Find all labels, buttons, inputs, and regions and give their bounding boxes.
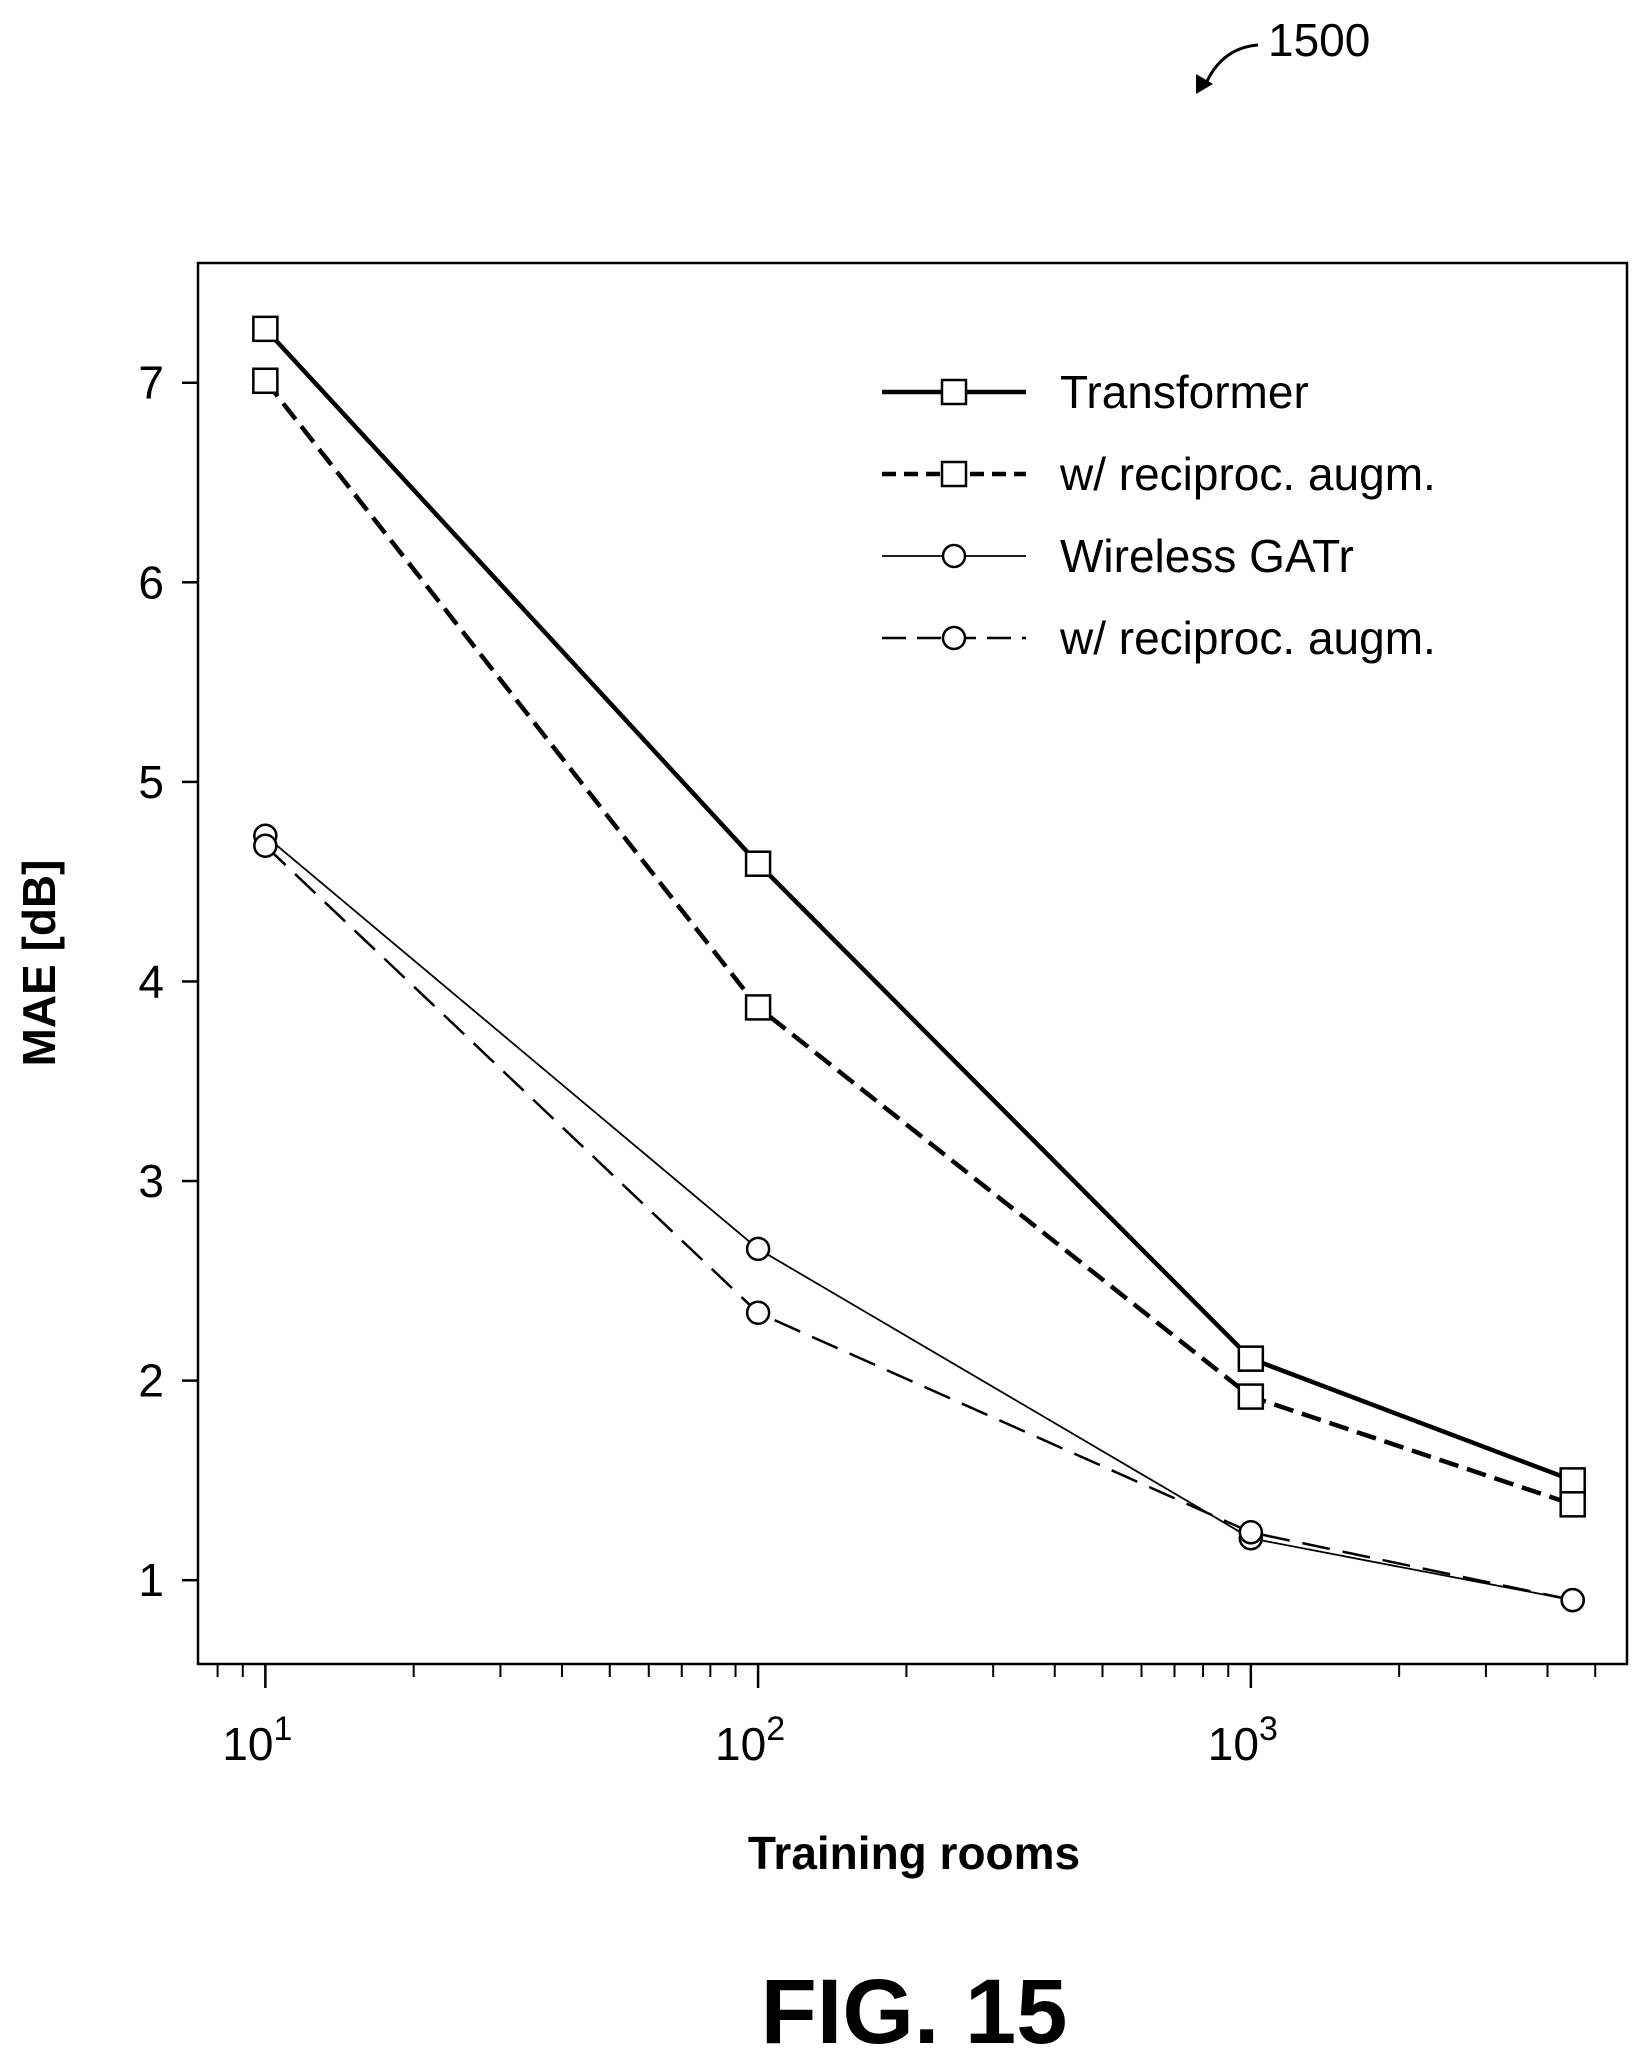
y-tick-label: 6 <box>138 556 164 608</box>
series-1 <box>252 315 1586 1494</box>
series-line <box>263 379 1574 1507</box>
reference-numeral-label: 1500 <box>1268 14 1370 66</box>
x-tick-label: 102 <box>715 1710 785 1770</box>
y-tick-label: 3 <box>138 1155 164 1207</box>
x-tick-label: 103 <box>1208 1710 1278 1770</box>
legend-label: Transformer <box>1060 366 1309 418</box>
data-point-square <box>744 850 772 877</box>
data-point-square <box>252 315 279 343</box>
x-tick-label: 101 <box>222 1710 292 1770</box>
legend: Transformer w/ reciproc. augm. Wireless GA… <box>882 366 1436 664</box>
legend-item: w/ reciproc. augm. <box>882 612 1436 664</box>
y-tick-label: 7 <box>138 357 164 409</box>
data-point-square <box>744 994 772 1021</box>
reference-arrow <box>1202 43 1259 89</box>
reference-arrowhead <box>1196 74 1213 94</box>
reference-numeral: 1500 <box>1196 14 1370 94</box>
legend-label: w/ reciproc. augm. <box>1059 612 1436 664</box>
data-point-square <box>940 460 968 488</box>
x-axis: 101 102 103 <box>216 1664 1597 1770</box>
y-tick-label: 5 <box>138 756 164 808</box>
y-tick-label: 1 <box>138 1554 164 1606</box>
data-point-square <box>1237 1383 1265 1410</box>
legend-item: Wireless GATr <box>882 530 1354 582</box>
data-point-circle <box>1560 1587 1585 1613</box>
data-point-square <box>940 378 968 406</box>
plot-frame <box>196 261 1629 1666</box>
y-axis-title: MAE [dB] <box>13 860 65 1067</box>
data-point-square <box>252 367 279 394</box>
figure-caption: FIG. 15 <box>761 1961 1068 2063</box>
series-line <box>263 327 1574 1483</box>
series-line <box>264 835 1573 1601</box>
data-point-square <box>1559 1467 1586 1494</box>
series-3 <box>253 823 1585 1613</box>
series-4 <box>253 833 1585 1613</box>
legend-item: w/ reciproc. augm. <box>882 448 1436 500</box>
series-line <box>264 844 1573 1602</box>
legend-label: w/ reciproc. augm. <box>1059 448 1436 500</box>
x-axis-title: Training rooms <box>748 1827 1080 1879</box>
y-tick-label: 4 <box>138 955 164 1007</box>
data-point-square <box>1237 1345 1265 1372</box>
data-point-circle <box>745 1236 771 1262</box>
data-point-circle <box>941 543 967 569</box>
data-point-circle <box>253 833 278 859</box>
series-2 <box>252 367 1586 1518</box>
data-point-circle <box>941 625 967 651</box>
y-axis: 1 2 3 4 5 6 7 <box>138 357 198 1606</box>
data-point-circle <box>1238 1520 1264 1545</box>
legend-item: Transformer <box>882 366 1309 418</box>
y-tick-label: 2 <box>138 1355 164 1407</box>
data-point-square <box>1559 1491 1586 1518</box>
legend-label: Wireless GATr <box>1060 530 1354 582</box>
data-point-circle <box>745 1300 771 1326</box>
series-layer <box>252 315 1586 1613</box>
